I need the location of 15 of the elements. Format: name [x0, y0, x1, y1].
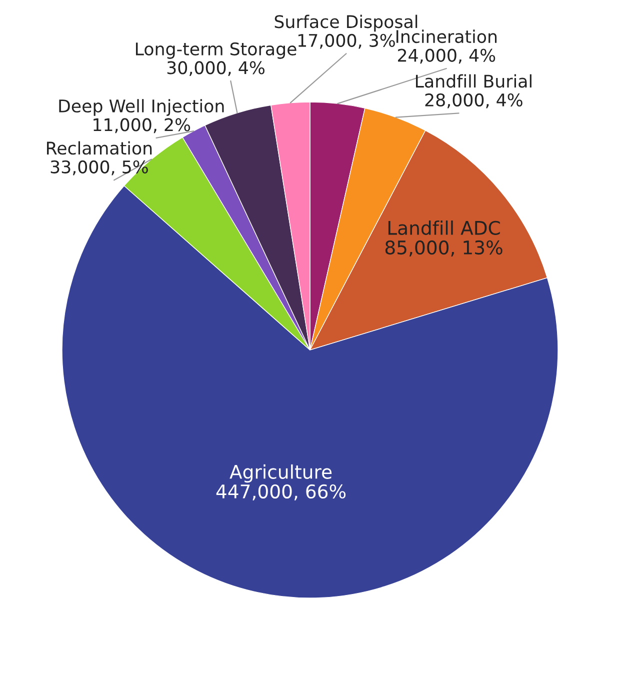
data-label: 447,000, 66% [216, 484, 346, 500]
data-label: 85,000, 13% [385, 240, 502, 256]
data-label: 11,000, 2% [94, 118, 190, 134]
data-label: 24,000, 4% [398, 48, 496, 64]
slice-label: Incineration [396, 30, 497, 44]
slice-label: Agriculture [230, 464, 332, 483]
data-label: 28,000, 4% [425, 93, 522, 108]
slice-label: Reclamation [47, 141, 152, 155]
slice-label: Deep Well Injection [59, 99, 224, 116]
data-label: 30,000, 4% [167, 61, 264, 76]
slice-label: Landfill ADC [388, 220, 500, 235]
slice-label: Landfill Burial [416, 74, 532, 88]
slice-label: Surface Disposal [274, 14, 418, 32]
slice-label: Long-term Storage [136, 42, 296, 59]
data-label: 17,000, 3% [298, 34, 395, 49]
